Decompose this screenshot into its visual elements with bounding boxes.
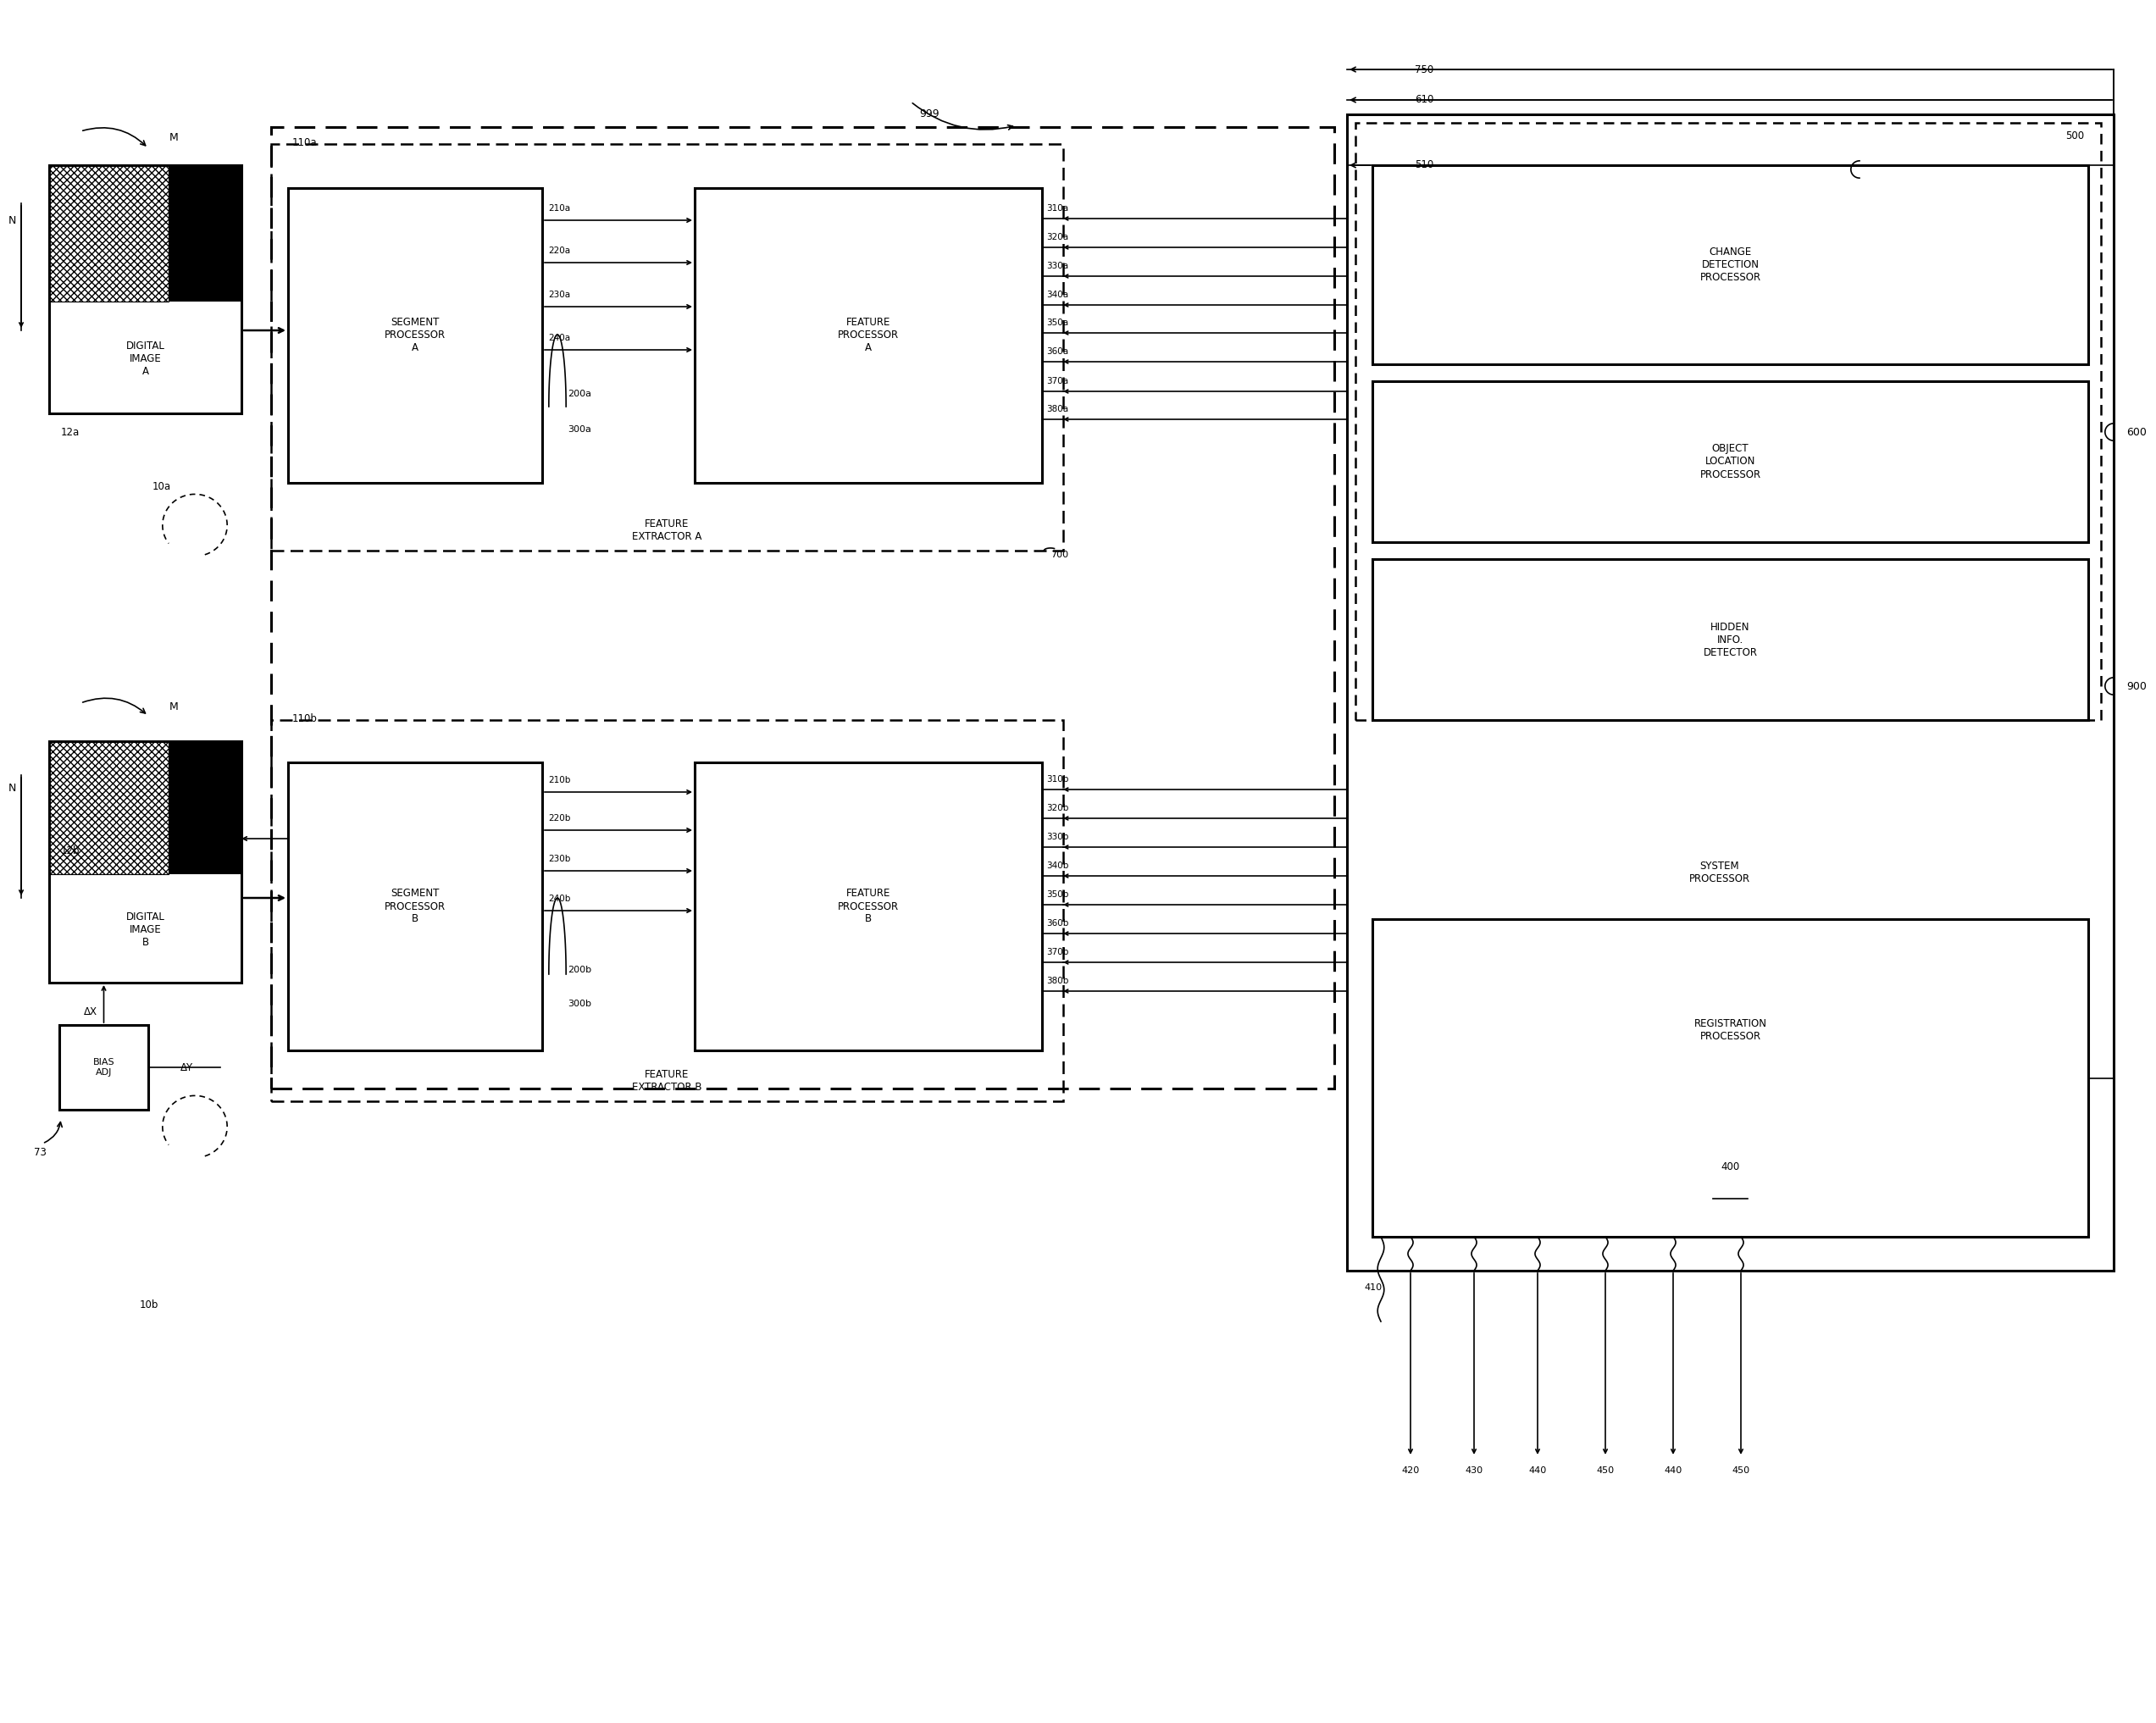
Text: SYSTEM
PROCESSOR: SYSTEM PROCESSOR [1688,862,1751,884]
Text: 510: 510 [1414,160,1434,171]
Bar [50,741,168,874]
Text: 320b: 320b [1046,803,1069,812]
Text: 200b: 200b [567,965,591,973]
Text: FEATURE
PROCESSOR
B: FEATURE PROCESSOR B [839,887,899,925]
Text: 380a: 380a [1046,405,1069,414]
Bar [50,165,241,414]
Bar [60,1025,149,1110]
Text: 430: 430 [1466,1466,1483,1475]
Text: FEATURE
EXTRACTOR A: FEATURE EXTRACTOR A [632,519,703,541]
Bar [168,741,241,874]
Text: 350a: 350a [1046,319,1069,327]
Text: 610: 610 [1414,95,1434,105]
Text: 310a: 310a [1046,203,1069,212]
Text: FEATURE
PROCESSOR
A: FEATURE PROCESSOR A [839,317,899,353]
Text: 110a: 110a [293,136,317,148]
Text: 110b: 110b [293,713,317,724]
Text: 450: 450 [1595,1466,1615,1475]
Text: SEGMENT
PROCESSOR
B: SEGMENT PROCESSOR B [384,887,446,925]
Bar [289,188,541,482]
Text: BIAS
ADJ: BIAS ADJ [93,1058,114,1077]
Text: 500: 500 [2065,129,2085,141]
Text: DIGITAL
IMAGE
A: DIGITAL IMAGE A [125,341,164,377]
Text: 220a: 220a [548,246,571,255]
Text: 330b: 330b [1046,832,1069,841]
Bar [50,741,241,982]
Bar [1356,122,2100,720]
Text: 300a: 300a [567,426,591,434]
Bar [168,165,241,302]
Text: 240b: 240b [548,894,571,903]
Text: 420: 420 [1401,1466,1419,1475]
Text: OBJECT
LOCATION
PROCESSOR: OBJECT LOCATION PROCESSOR [1699,443,1761,481]
Text: 440: 440 [1529,1466,1546,1475]
Text: HIDDEN
INFO.
DETECTOR: HIDDEN INFO. DETECTOR [1703,622,1757,658]
Text: 360a: 360a [1046,346,1069,355]
Bar [1373,165,2089,364]
Text: 999: 999 [918,109,940,121]
Text: 310b: 310b [1046,775,1069,784]
Text: 320a: 320a [1046,233,1069,241]
Text: N: N [9,782,15,793]
Bar [1373,558,2089,720]
Text: 370b: 370b [1046,948,1069,956]
Bar [272,720,1063,1101]
Text: 750: 750 [1414,64,1434,76]
Text: 450: 450 [1731,1466,1751,1475]
Text: 440: 440 [1664,1466,1682,1475]
Bar [1348,114,2113,1270]
Text: 210a: 210a [548,203,571,212]
Text: 400: 400 [1720,1161,1740,1172]
Text: 340b: 340b [1046,862,1069,870]
Text: 350b: 350b [1046,891,1069,899]
Text: FEATURE
EXTRACTOR B: FEATURE EXTRACTOR B [632,1068,703,1092]
Text: 12b: 12b [60,846,80,856]
Bar [289,762,541,1051]
Text: 410: 410 [1365,1284,1382,1292]
Bar [50,165,168,302]
Text: 340a: 340a [1046,291,1069,298]
Bar [694,762,1041,1051]
Text: ΔY: ΔY [179,1061,192,1073]
Text: 240a: 240a [548,334,571,343]
Text: 200a: 200a [567,389,591,398]
Text: DIGITAL
IMAGE
B: DIGITAL IMAGE B [125,911,164,948]
Text: 12a: 12a [60,427,80,438]
Text: 230a: 230a [548,291,571,298]
Bar [1373,918,2089,1237]
Text: 380b: 380b [1046,977,1069,986]
Text: 330a: 330a [1046,262,1069,271]
Text: 230b: 230b [548,855,571,863]
Text: M: M [168,131,179,143]
Text: 700: 700 [1050,551,1069,558]
Text: 900: 900 [2126,681,2147,691]
Text: 300b: 300b [567,999,591,1008]
Text: 360b: 360b [1046,918,1069,927]
Text: ΔX: ΔX [84,1006,97,1018]
Text: 370a: 370a [1046,377,1069,386]
Text: SEGMENT
PROCESSOR
A: SEGMENT PROCESSOR A [384,317,446,353]
Text: CHANGE
DETECTION
PROCESSOR: CHANGE DETECTION PROCESSOR [1699,246,1761,283]
Text: N: N [9,215,15,226]
Bar [694,188,1041,482]
Text: REGISTRATION
PROCESSOR: REGISTRATION PROCESSOR [1695,1018,1766,1042]
Text: 220b: 220b [548,813,571,822]
Text: 10b: 10b [140,1299,160,1309]
Text: 73: 73 [34,1146,47,1158]
Bar [1373,381,2089,543]
Text: 210b: 210b [548,775,571,784]
Text: M: M [168,701,179,713]
Bar [272,145,1063,551]
Text: 600: 600 [2126,427,2147,438]
Text: 10a: 10a [153,481,170,493]
Bar [272,128,1335,1089]
